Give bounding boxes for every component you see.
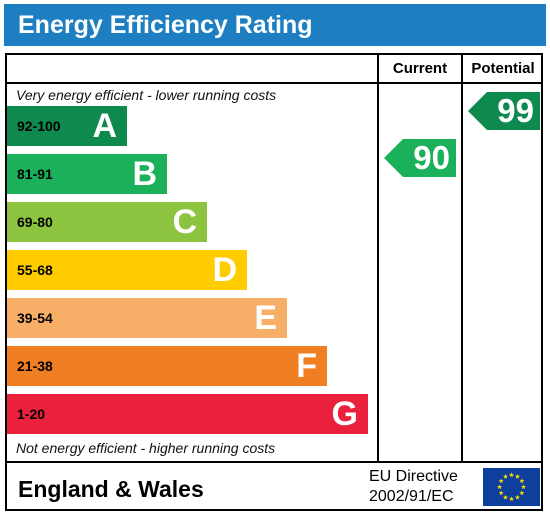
divider-potential bbox=[461, 53, 463, 463]
band-f: 21-38 F bbox=[7, 346, 327, 386]
potential-rating-arrow: 99 bbox=[468, 92, 540, 130]
eu-star-icon bbox=[515, 474, 520, 479]
eu-star-icon bbox=[519, 490, 525, 496]
eu-directive: EU Directive 2002/91/EC bbox=[369, 467, 458, 507]
band-range: 55-68 bbox=[17, 262, 53, 278]
footer-region: England & Wales bbox=[18, 476, 204, 502]
band-letter: D bbox=[212, 251, 237, 289]
band-d: 55-68 D bbox=[7, 250, 247, 290]
eu-flag-icon bbox=[483, 468, 540, 506]
eu-star-icon bbox=[509, 496, 514, 502]
directive-line-2: 2002/91/EC bbox=[369, 488, 454, 505]
band-c: 69-80 C bbox=[7, 202, 207, 242]
band-b: 81-91 B bbox=[7, 154, 167, 194]
band-letter: A bbox=[92, 107, 117, 145]
eu-star-icon bbox=[497, 484, 502, 490]
band-letter: G bbox=[331, 395, 358, 433]
footer-divider bbox=[5, 461, 543, 463]
column-header-potential: Potential bbox=[471, 60, 535, 77]
band-range: 69-80 bbox=[17, 214, 53, 230]
band-letter: C bbox=[172, 203, 197, 241]
band-letter: B bbox=[132, 155, 157, 193]
current-arrow-shape bbox=[384, 139, 456, 177]
page-title: Energy Efficiency Rating bbox=[18, 11, 313, 39]
rating-frame bbox=[5, 53, 543, 511]
band-range: 21-38 bbox=[17, 358, 53, 374]
eu-star-icon bbox=[519, 478, 525, 484]
eu-star-icon bbox=[503, 474, 508, 479]
band-letter: E bbox=[254, 299, 277, 337]
directive-line-1: EU Directive bbox=[369, 468, 458, 485]
eu-star-icon bbox=[509, 472, 514, 478]
band-range: 39-54 bbox=[17, 310, 53, 326]
eu-star-icon bbox=[498, 478, 504, 484]
current-rating-value: 90 bbox=[413, 139, 450, 176]
eu-star-icon bbox=[503, 494, 508, 500]
potential-arrow-shape bbox=[468, 92, 540, 130]
header-divider bbox=[5, 82, 543, 84]
band-range: 92-100 bbox=[17, 118, 61, 134]
band-range: 1-20 bbox=[17, 406, 46, 422]
potential-rating-value: 99 bbox=[497, 92, 534, 129]
band-range: 81-91 bbox=[17, 166, 53, 182]
divider-current bbox=[377, 53, 379, 463]
column-header-current: Current bbox=[392, 60, 448, 77]
current-rating-arrow: 90 bbox=[384, 139, 456, 177]
band-e: 39-54 E bbox=[7, 298, 287, 338]
eu-star-icon bbox=[515, 494, 520, 500]
note-bottom: Not energy efficient - higher running co… bbox=[16, 440, 276, 456]
band-letter: F bbox=[296, 347, 317, 385]
eu-star-icon bbox=[521, 484, 526, 490]
note-top: Very energy efficient - lower running co… bbox=[16, 87, 277, 103]
band-a: 92-100 A bbox=[7, 106, 127, 146]
band-g: 1-20 G bbox=[7, 394, 368, 434]
title-bar: Energy Efficiency Rating bbox=[4, 4, 546, 46]
eu-star-icon bbox=[498, 490, 504, 496]
